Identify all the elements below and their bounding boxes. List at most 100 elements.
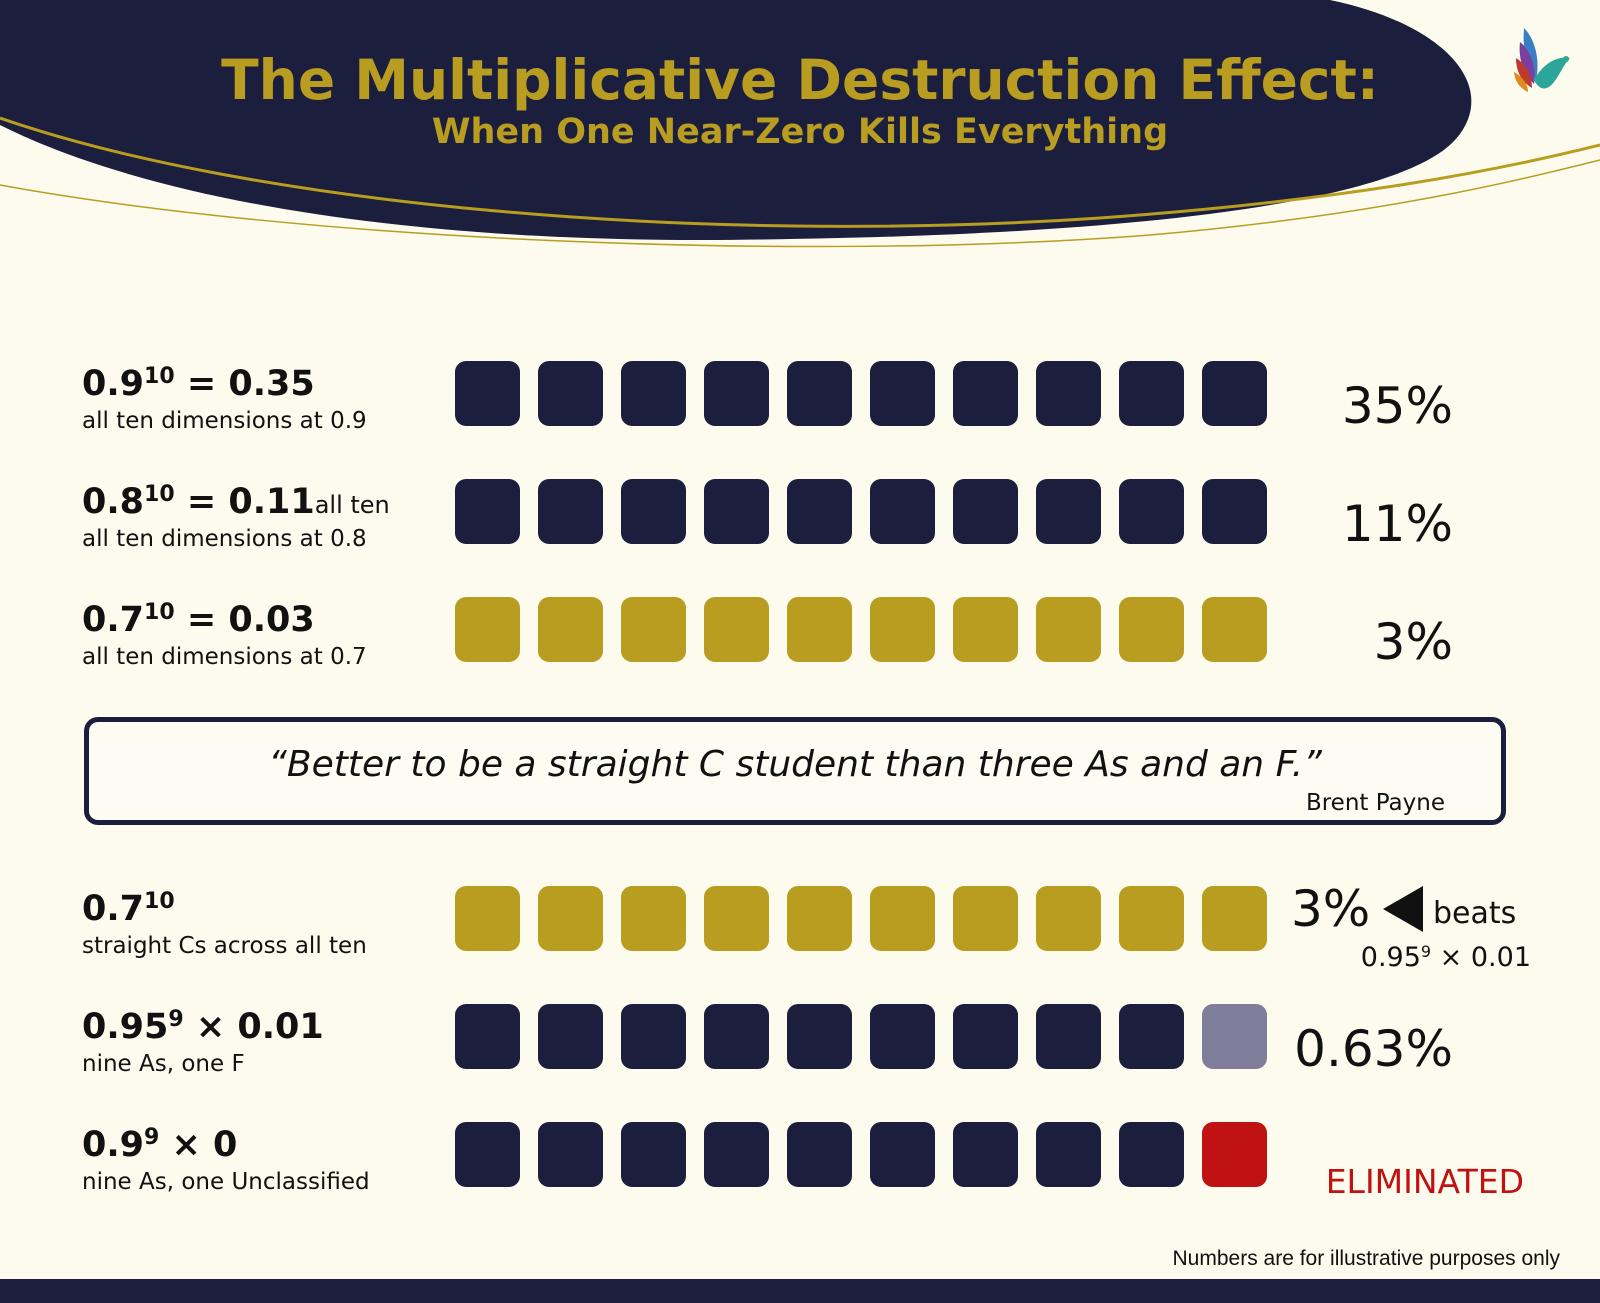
quote-author: Brent Payne <box>1305 790 1445 816</box>
dimension-block <box>704 1004 769 1069</box>
eliminated-label: ELIMINATED <box>1325 1162 1524 1201</box>
dimension-block <box>1119 886 1184 951</box>
dimension-block <box>455 479 520 544</box>
bird-icon <box>1514 28 1570 92</box>
formula-rest: = 0.03 <box>174 600 315 640</box>
formula-base: 0.7 <box>82 889 145 929</box>
row-label: 0.710 = 0.03 all ten dimensions at 0.7 <box>82 593 442 671</box>
dimension-block <box>1036 597 1101 662</box>
dimension-block <box>870 1122 935 1187</box>
dimension-block <box>621 479 686 544</box>
row-label: 0.810 = 0.11all ten all ten dimensions at… <box>82 475 442 553</box>
dimension-block <box>1202 886 1267 951</box>
beats-comparison: 3% beats 0.959 × 0.01 <box>1291 880 1531 973</box>
dimension-block <box>538 479 603 544</box>
formula-exponent: 9 <box>168 1007 184 1032</box>
dimension-block <box>1036 1122 1101 1187</box>
dimension-block <box>1119 597 1184 662</box>
formula-exponent: 10 <box>144 364 175 389</box>
formula-row: 0.810 = 0.11all ten all ten dimensions at… <box>0 479 1600 559</box>
formula-exponent: 9 <box>144 1125 160 1150</box>
row-result: 11% <box>1341 495 1453 553</box>
page-subtitle: When One Near-Zero Kills Everything <box>431 112 1169 152</box>
dimension-block <box>704 886 769 951</box>
formula-base: 0.95 <box>82 1007 169 1047</box>
formula-row: 0.710 straight Cs across all ten <box>0 886 1600 966</box>
footer-bar <box>0 1279 1600 1303</box>
dimension-blocks <box>455 1122 1275 1188</box>
dimension-block <box>1119 1122 1184 1187</box>
dimension-block <box>621 361 686 426</box>
formula-exponent: 10 <box>144 482 175 507</box>
dimension-blocks <box>455 1004 1275 1070</box>
dimension-block <box>1202 1004 1267 1069</box>
row-label: 0.710 straight Cs across all ten <box>82 882 442 960</box>
dimension-block <box>538 1122 603 1187</box>
dimension-block <box>621 886 686 951</box>
row-description: nine As, one F <box>82 1051 245 1077</box>
row-label: 0.910 = 0.35 all ten dimensions at 0.9 <box>82 357 442 435</box>
dimension-block <box>538 361 603 426</box>
dimension-block <box>953 1004 1018 1069</box>
page-title: The Multiplicative Destruction Effect: <box>221 48 1379 112</box>
row-description: all ten dimensions at 0.8 <box>82 526 367 552</box>
row-description: all ten dimensions at 0.9 <box>82 408 367 434</box>
formula-base: 0.8 <box>82 482 145 522</box>
dimension-block <box>1202 361 1267 426</box>
dimension-block <box>621 597 686 662</box>
beats-formula-base: 0.95 <box>1360 942 1421 973</box>
dimension-block <box>870 1004 935 1069</box>
beats-formula-exponent: 9 <box>1420 942 1432 961</box>
dimension-block <box>953 1122 1018 1187</box>
formula-rest: × 0 <box>159 1125 238 1165</box>
dimension-blocks <box>455 886 1275 952</box>
dimension-block <box>787 1122 852 1187</box>
dimension-block <box>870 479 935 544</box>
dimension-block <box>538 886 603 951</box>
formula-rest: = 0.35 <box>174 364 315 404</box>
beats-word: beats <box>1433 896 1517 931</box>
dimension-block <box>621 1004 686 1069</box>
dimension-block <box>787 479 852 544</box>
dimension-block <box>787 886 852 951</box>
dimension-block <box>953 479 1018 544</box>
dimension-block <box>704 361 769 426</box>
dimension-blocks <box>455 361 1275 427</box>
dimension-block <box>1036 479 1101 544</box>
dimension-block <box>787 1004 852 1069</box>
dimension-block <box>704 1122 769 1187</box>
formula-base: 0.7 <box>82 600 145 640</box>
row-result: 3% <box>1373 613 1453 671</box>
row-result: 0.63% <box>1294 1020 1453 1078</box>
dimension-block <box>1119 361 1184 426</box>
dimension-block <box>1202 597 1267 662</box>
quote-text: “Better to be a straight C student than … <box>268 744 1322 785</box>
dimension-block <box>1036 1004 1101 1069</box>
dimension-block <box>538 1004 603 1069</box>
quote-box: “Better to be a straight C student than … <box>84 717 1506 825</box>
beats-formula: 0.959 × 0.01 <box>1361 942 1531 973</box>
formula-row: 0.910 = 0.35 all ten dimensions at 0.9 35% <box>0 361 1600 441</box>
formula-row: 0.99 × 0 nine As, one Unclassified ELIMINA… <box>0 1122 1600 1202</box>
dimension-block <box>953 361 1018 426</box>
row-formula: 0.99 × 0 <box>82 1118 442 1168</box>
dimension-block <box>1202 479 1267 544</box>
dimension-block <box>455 1004 520 1069</box>
dimension-block <box>1119 1004 1184 1069</box>
dimension-block <box>1202 1122 1267 1187</box>
dimension-block <box>704 479 769 544</box>
formula-rest: × 0.01 <box>183 1007 324 1047</box>
formula-extra: all ten <box>314 491 390 519</box>
row-description: straight Cs across all ten <box>82 933 367 959</box>
row-formula: 0.710 <box>82 882 442 932</box>
dimension-block <box>455 597 520 662</box>
row-formula: 0.959 × 0.01 <box>82 1000 442 1050</box>
dimension-block <box>787 361 852 426</box>
dimension-block <box>870 597 935 662</box>
dimension-block <box>455 1122 520 1187</box>
dimension-block <box>1119 479 1184 544</box>
dimension-block <box>621 1122 686 1187</box>
footnote: Numbers are for illustrative purposes on… <box>1172 1247 1561 1270</box>
formula-base: 0.9 <box>82 1125 145 1165</box>
dimension-block <box>870 886 935 951</box>
